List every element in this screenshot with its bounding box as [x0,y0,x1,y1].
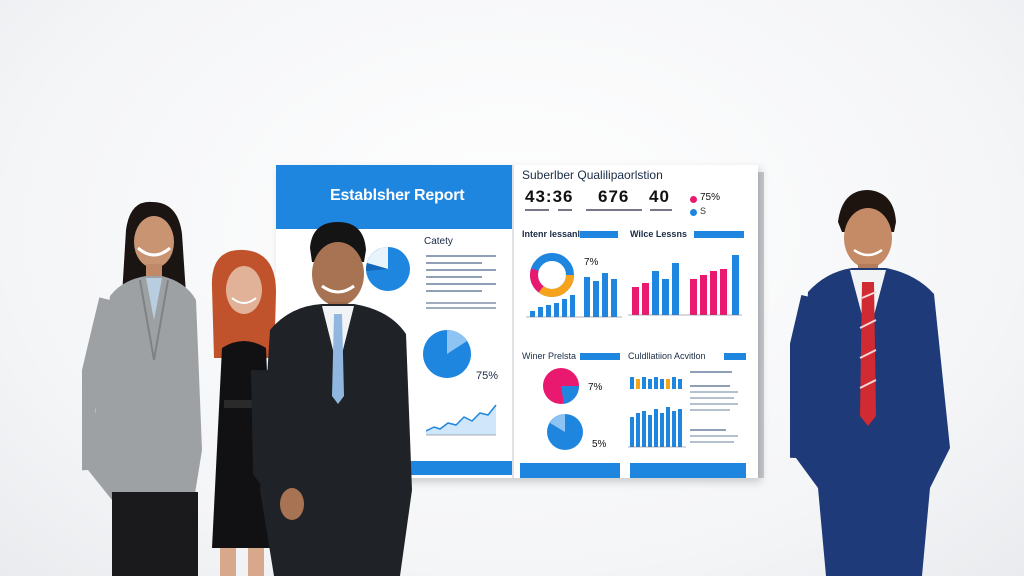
section4-text-lines [690,371,738,443]
blue-pie-chart [547,414,583,450]
left-footer-bar [410,461,512,475]
board-shadow [758,172,764,478]
kpi-percent: 75% [700,192,721,203]
footer-bar-2 [630,463,746,478]
category-text-lines [426,299,506,312]
pink-pie-chart [543,368,580,404]
footer-bar-1 [520,463,620,478]
category-title: Catety [424,236,453,247]
person-woman-grey-blazer [82,201,202,576]
section2-bar-chart [628,255,742,316]
board-divider [512,165,514,478]
board-header-title: Establsher Report [330,187,465,204]
section3-pct-1: 7% [588,382,603,393]
section1-bar-chart [526,273,622,318]
pie-chart-mid [423,330,471,378]
pie-chart-top [365,247,410,291]
left-percent-label: 75% [476,370,499,382]
donut-chart [530,253,574,297]
right-panel-title: Suberlber Qualilipaorlstion [522,168,663,182]
kpi-value-2: 676 [598,187,630,206]
kpi-value-3: 40 [649,187,670,206]
blue-dot-icon [690,209,697,216]
person-man-navy-suit [790,190,950,576]
section-title-4: Culdllatiion Acvitlon [628,351,706,361]
section3-pct-2: 5% [592,439,607,450]
section-title-2: Wilce Lessns [630,229,687,239]
section1-pct: 7% [584,257,599,268]
kpi-value-1: 43:36 [525,187,574,206]
area-chart [426,404,497,436]
section4-bar-chart [628,377,686,448]
kpi-secondary: S [700,206,707,216]
pink-dot-icon [690,196,697,203]
section-title-3: Winer Prelsta [522,351,577,361]
section-title-1: Intenr lessanl [522,229,581,239]
board-header-banner [276,165,512,229]
person-man-dark-suit [251,222,412,576]
category-lines [426,251,506,297]
